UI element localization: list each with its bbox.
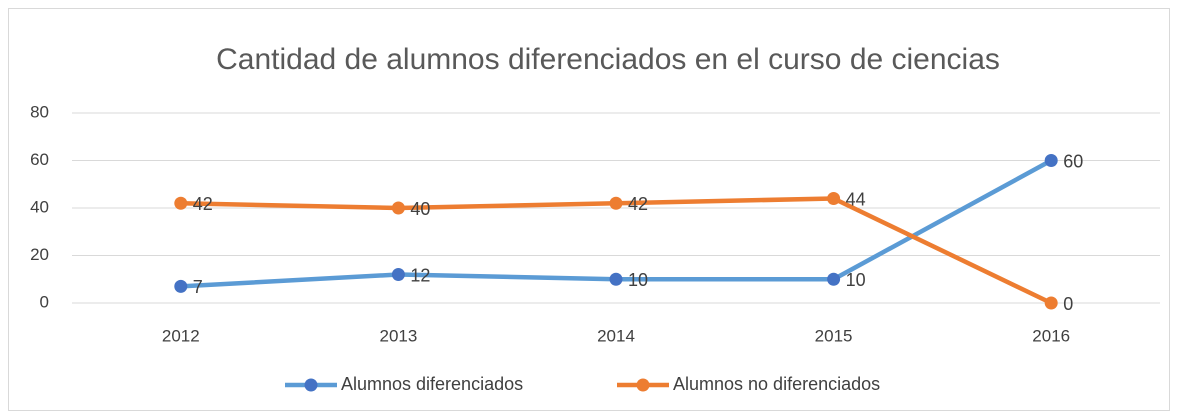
legend-marker <box>304 378 318 392</box>
x-tick-label: 2012 <box>162 326 200 345</box>
x-tick-label: 2014 <box>597 326 635 345</box>
data-point <box>609 272 623 286</box>
data-label: 44 <box>846 189 866 209</box>
data-point <box>827 192 841 205</box>
x-tick-label: 2015 <box>815 326 853 345</box>
y-tick-label: 20 <box>30 245 49 264</box>
data-label: 12 <box>410 265 430 285</box>
data-label: 42 <box>193 194 213 214</box>
data-label: 10 <box>846 270 866 290</box>
x-tick-label: 2016 <box>1032 326 1070 345</box>
data-label: 42 <box>628 194 648 214</box>
data-point <box>391 201 405 215</box>
y-tick-label: 60 <box>30 150 49 169</box>
chart-border <box>8 8 1170 411</box>
data-point <box>827 272 841 286</box>
data-label: 7 <box>193 277 203 297</box>
data-label: 40 <box>410 199 430 219</box>
x-tick-label: 2013 <box>379 326 417 345</box>
data-point <box>391 268 405 281</box>
y-tick-label: 0 <box>40 292 49 311</box>
legend-marker <box>636 378 650 392</box>
data-point <box>1044 296 1058 310</box>
data-point <box>1044 154 1058 167</box>
chart-title: Cantidad de alumnos diferenciados en el … <box>216 43 1000 76</box>
data-point <box>174 279 188 293</box>
y-tick-label: 80 <box>30 102 49 121</box>
data-point <box>609 196 623 210</box>
data-label: 60 <box>1063 151 1083 171</box>
y-tick-label: 40 <box>30 197 49 216</box>
data-label: 10 <box>628 270 648 290</box>
data-point <box>174 196 188 210</box>
legend-label: Alumnos diferenciados <box>341 374 523 394</box>
legend-label: Alumnos no diferenciados <box>673 374 880 394</box>
data-label: 0 <box>1063 294 1073 314</box>
